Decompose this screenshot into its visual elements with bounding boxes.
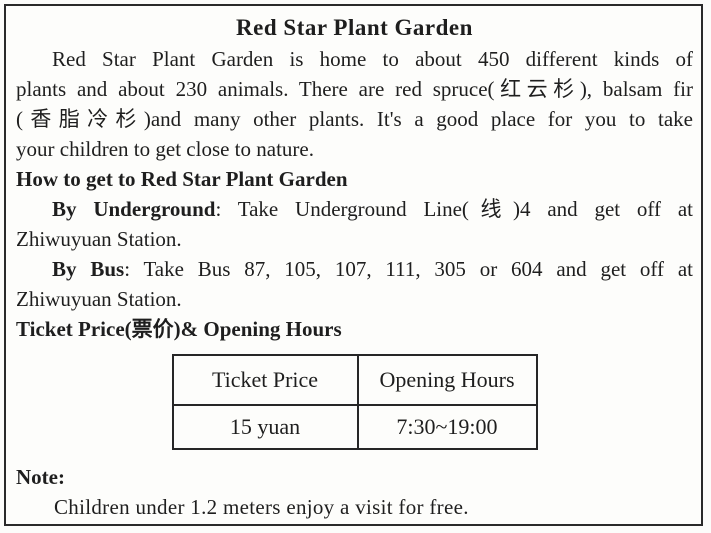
bus-label: By Bus [52,257,125,281]
table-cell-price: 15 yuan [171,404,359,450]
table-header-row: Ticket Price Opening Hours [171,354,538,406]
bus-line-1: By Bus: Take Bus 87, 105, 107, 111, 305 … [16,254,693,284]
note-text: Children under 1.2 meters enjoy a visit … [54,495,469,519]
intro-line-4: your children to get close to nature. [16,137,314,161]
bus-text: : Take Bus 87, 105, 107, 111, 305 or 604… [124,257,694,281]
ticket-info-table: Ticket Price Opening Hours 15 yuan 7:30~… [171,354,538,450]
bus-line-2: Zhiwuyuan Station. [16,287,182,311]
document-border-box: Red Star Plant Garden Red Star Plant Gar… [4,4,703,526]
table-cell-hours: 7:30~19:00 [356,404,538,450]
intro-line-1: Red Star Plant Garden is home to about 4… [52,47,693,71]
underground-line-1: By Underground: Take Underground Line(线)… [16,194,693,224]
document-title: Red Star Plant Garden [236,15,473,40]
table-header-ticket-price: Ticket Price [171,354,359,406]
ticket-price-heading: Ticket Price(票价)& Opening Hours [16,317,342,341]
underground-label: By Underground [52,197,216,221]
table-header-opening-hours: Opening Hours [356,354,538,406]
intro-line-3: (香脂冷杉)and many other plants. It's a good… [16,107,693,131]
note-label: Note: [16,465,65,489]
underground-text: : Take Underground Line(线)4 and get off … [215,197,693,221]
intro-line-2: plants and about 230 animals. There are … [16,77,693,101]
table-data-row: 15 yuan 7:30~19:00 [171,404,538,450]
underground-line-2: Zhiwuyuan Station. [16,227,182,251]
how-to-get-heading: How to get to Red Star Plant Garden [16,167,348,191]
